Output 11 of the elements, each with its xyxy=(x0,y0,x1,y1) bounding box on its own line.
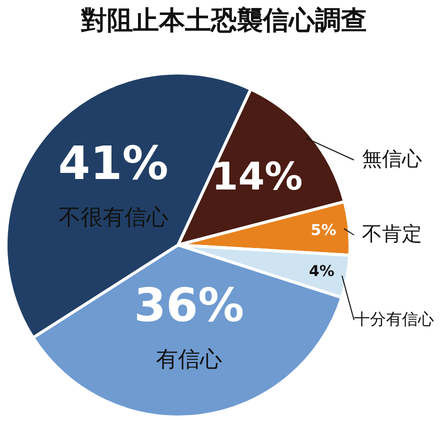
slice-label: 無信心 xyxy=(362,146,422,170)
data-label: 36% xyxy=(134,278,244,332)
data-label: 5% xyxy=(310,220,336,239)
slice-label: 十分有信心 xyxy=(354,309,434,328)
data-label: 4% xyxy=(308,262,334,280)
slice-label: 有信心 xyxy=(156,347,222,372)
slice-label: 不肯定 xyxy=(362,221,422,246)
data-label: 41% xyxy=(58,136,168,190)
chart-title: 對阻止本土恐襲信心調查 xyxy=(80,6,367,35)
slice-label: 不很有信心 xyxy=(58,205,168,230)
data-label: 14% xyxy=(212,154,303,198)
